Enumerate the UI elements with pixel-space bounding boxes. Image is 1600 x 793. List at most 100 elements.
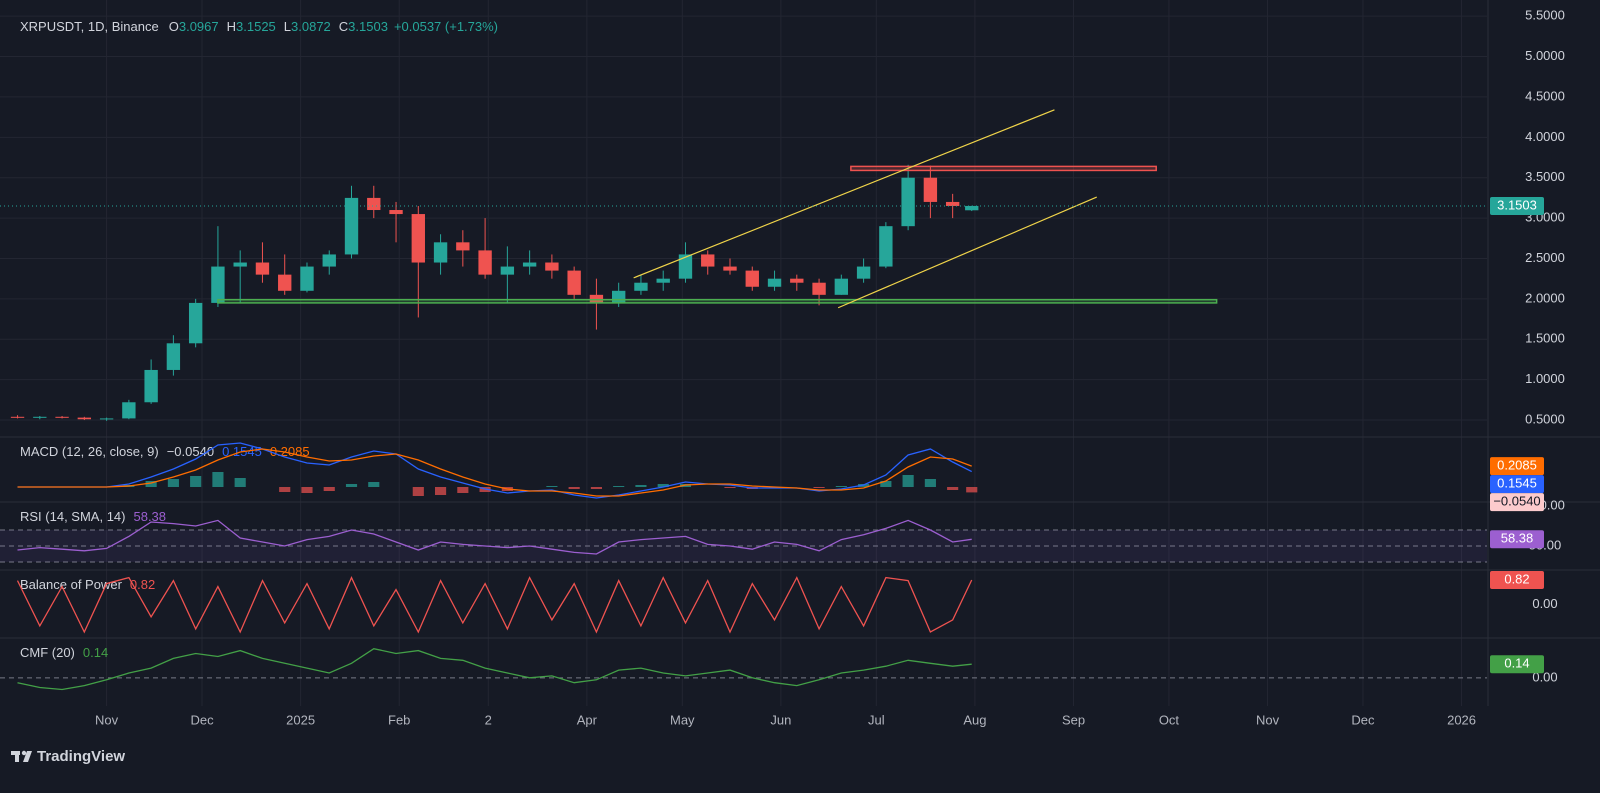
candle-body: [433, 242, 448, 263]
candle-body: [278, 274, 292, 291]
histogram-bar: [902, 475, 914, 487]
candle-body: [411, 214, 425, 263]
x-tick-label: Dec: [190, 712, 214, 727]
indicator-line: [17, 442, 972, 499]
y-tick-label: 2.0000: [1525, 290, 1565, 305]
histogram-bar: [279, 487, 291, 492]
chart-header: XRPUSDT, 1D, Binance O3.0967 H3.1525 L3.087…: [20, 19, 498, 34]
value-tag: [1490, 530, 1544, 549]
histogram-bar: [590, 487, 602, 489]
pane-value: 0.14: [83, 645, 108, 660]
x-tick-label: Oct: [1159, 712, 1180, 727]
histogram-bar: [813, 487, 825, 488]
level-band: [0, 530, 1487, 562]
logo-part: [23, 751, 32, 762]
trend-line: [837, 196, 1097, 309]
candle-body: [901, 177, 915, 227]
logo-part: [15, 751, 19, 762]
x-tick-label: Sep: [1062, 712, 1085, 727]
candle-body: [790, 278, 804, 283]
candle-body: [856, 266, 871, 279]
header-text: 3.0872: [291, 19, 331, 34]
value-tag-label: 0.1545: [1497, 476, 1537, 491]
y-tick-label: 1.0000: [1525, 371, 1565, 386]
pane-title-text: MACD (12, 26, close, 9): [20, 444, 159, 459]
pane-value: 0.82: [130, 577, 155, 592]
candle-body: [300, 266, 314, 291]
header-text: 3.1503: [348, 19, 388, 34]
histogram-bar: [368, 482, 380, 487]
indicator-line: [17, 448, 972, 497]
logo: [11, 750, 32, 762]
indicator-line: [16, 576, 973, 634]
header-text: 3.0967: [179, 19, 219, 34]
candle-body: [965, 205, 979, 211]
value-tag-label: 0.14: [1504, 656, 1529, 671]
zone: [217, 298, 1218, 304]
histogram-bar: [880, 481, 892, 487]
candle-body: [255, 262, 270, 275]
candle-body: [545, 262, 559, 271]
histogram-bar: [212, 472, 224, 487]
histogram-bar: [234, 478, 246, 487]
histogram-bar: [435, 487, 447, 495]
plot-layer: Nov Dec 2025 Feb 2 Apr May Jun Jul Aug Sep Oct Nov De…: [0, 0, 1600, 727]
value-tag: [1490, 570, 1544, 589]
y-tick-label: 5.5000: [1525, 8, 1565, 23]
histogram-bar: [724, 487, 736, 488]
candle-body: [55, 416, 69, 418]
value-tag: [1490, 655, 1544, 674]
histogram-bar: [657, 484, 669, 487]
pane-title-text: CMF (20): [20, 645, 75, 660]
candle-body: [456, 242, 470, 251]
y-tick-label: 0.5000: [1525, 411, 1565, 426]
x-tick-label: 2026: [1447, 712, 1476, 727]
candle-body: [567, 270, 581, 295]
header-text: H: [227, 19, 236, 34]
pane-title: RSI (14, SMA, 14) 58.38: [20, 509, 166, 524]
pane-value: −0.0540: [167, 444, 214, 459]
candle-body: [233, 262, 247, 267]
y-tick-label: 2.5000: [1525, 250, 1565, 265]
histogram-bar: [323, 487, 335, 491]
header-text: L: [284, 19, 291, 34]
pane-title: Balance of Power 0.82: [20, 577, 155, 592]
candle-body: [99, 418, 114, 420]
candle-body: [166, 343, 181, 370]
brand: TradingView: [37, 748, 125, 765]
pane-value: 0.2085: [270, 444, 310, 459]
candle-body: [33, 416, 47, 418]
candle-body: [122, 402, 136, 419]
x-tick-label: May: [670, 712, 695, 727]
x-tick-label: Nov: [1256, 712, 1280, 727]
value-tag: [1490, 493, 1544, 512]
candle-body: [522, 262, 537, 267]
trend-line: [633, 109, 1055, 279]
candle-body: [879, 226, 893, 267]
x-tick-label: Feb: [388, 712, 410, 727]
x-tick-label: 2025: [286, 712, 315, 727]
candle-body: [723, 266, 737, 271]
x-tick-label: Dec: [1351, 712, 1375, 727]
value-tag: [1490, 457, 1544, 476]
candle-body: [478, 250, 492, 275]
x-tick-label: Jun: [770, 712, 791, 727]
indicator-line: [17, 519, 972, 555]
histogram-bar: [457, 487, 469, 493]
histogram-bar: [546, 486, 558, 487]
header-text: +0.0537 (+1.73%): [394, 19, 498, 34]
header-text: 3.1525: [236, 19, 276, 34]
x-tick-label: Jul: [868, 712, 885, 727]
candle-body: [367, 197, 381, 211]
candle-body: [211, 266, 225, 303]
logo-part: [21, 750, 27, 756]
candle-body: [322, 254, 336, 267]
histogram-bar: [635, 485, 647, 487]
indicator-line: [17, 648, 972, 691]
zone: [850, 165, 1157, 172]
y-tick-label: 3.5000: [1525, 169, 1565, 184]
histogram-bar: [167, 479, 179, 487]
x-tick-label: Apr: [577, 712, 598, 727]
